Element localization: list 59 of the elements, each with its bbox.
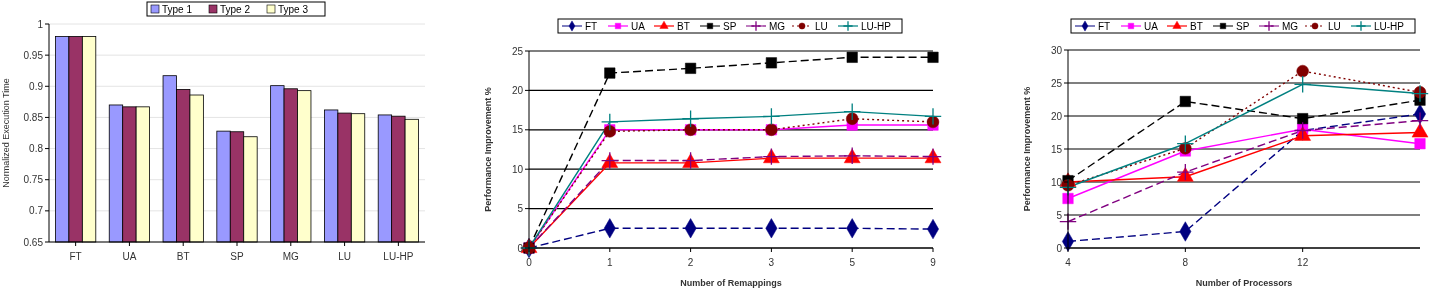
x-tick-label: UA: [122, 251, 137, 262]
x-tick-label: FT: [69, 251, 82, 262]
y-tick-label: 0.7: [29, 205, 44, 217]
legend-label: BT: [1190, 21, 1203, 32]
y-tick-label: 0: [1056, 242, 1063, 254]
y-tick-label: 20: [1050, 110, 1063, 122]
legend-label: LU: [1328, 21, 1341, 32]
x-tick-label: 4: [1065, 257, 1072, 268]
y-tick-label: 25: [1050, 77, 1063, 89]
x-tick-label: 5: [849, 257, 856, 268]
legend-label: SP: [723, 21, 737, 32]
legend-label: Type 3: [278, 4, 309, 15]
x-tick-label: LU-HP: [383, 251, 414, 262]
y-tick-label: 0.85: [23, 111, 44, 123]
legend-label: FT: [585, 21, 598, 32]
legend-label: LU-HP: [1374, 21, 1405, 32]
y-tick-label: 0.65: [23, 236, 44, 248]
y-tick-label: 0.95: [23, 49, 44, 61]
y-tick-label: 15: [511, 124, 524, 136]
y-tick-label: 25: [511, 45, 524, 57]
x-tick-label: 12: [1297, 257, 1309, 268]
x-tick-label: 2: [687, 257, 694, 268]
y-tick-label: 20: [511, 84, 524, 96]
y-tick-label: 5: [1056, 209, 1063, 221]
y-tick-label: 1: [37, 18, 44, 30]
x-tick-label: SP: [230, 251, 244, 262]
y-tick-label: 0.75: [23, 174, 44, 186]
legend-label: Type 1: [162, 4, 193, 15]
legend-label: MG: [769, 21, 786, 32]
legend-label: MG: [1282, 21, 1299, 32]
legend-label: UA: [1144, 21, 1159, 32]
x-tick-label: 1: [607, 257, 614, 268]
y-axis-title: Performance Improvement %: [483, 87, 493, 212]
y-tick-label: 10: [511, 163, 524, 175]
legend-label: SP: [1236, 21, 1250, 32]
legend-label: BT: [677, 21, 690, 32]
y-tick-label: 0.9: [29, 80, 44, 92]
x-tick-label: LU: [338, 251, 351, 262]
x-tick-label: BT: [176, 251, 190, 262]
x-tick-label: 9: [930, 257, 937, 268]
y-tick-label: 30: [1050, 44, 1063, 56]
x-tick-label: 3: [768, 257, 775, 268]
x-tick-label: MG: [282, 251, 300, 262]
legend-label: UA: [631, 21, 646, 32]
y-axis-title: Normalized Execution Time: [1, 78, 11, 188]
x-axis-title: Number of Processors: [1195, 278, 1293, 288]
legend-label: FT: [1098, 21, 1111, 32]
y-axis-title: Performance Improvement %: [1022, 86, 1032, 212]
y-tick-label: 15: [1050, 143, 1063, 155]
x-tick-label: 0: [526, 257, 533, 268]
y-tick-label: 10: [1050, 176, 1063, 188]
legend-label: LU: [815, 21, 828, 32]
x-tick-label: 8: [1182, 257, 1189, 268]
legend-label: LU-HP: [861, 21, 892, 32]
y-tick-label: 0.8: [29, 143, 44, 155]
y-tick-label: 5: [517, 203, 524, 215]
y-tick-label: 0: [517, 242, 524, 254]
x-axis-title: Number of Remappings: [680, 278, 782, 288]
legend-label: Type 2: [220, 4, 251, 15]
